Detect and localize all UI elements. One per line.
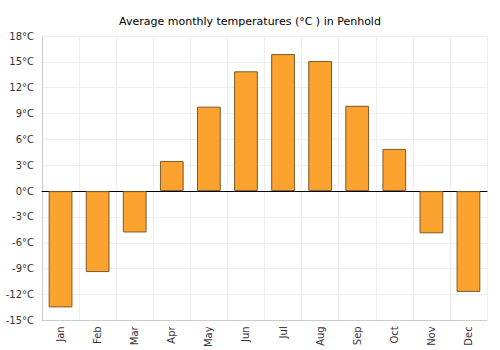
svg-text:12°C: 12°C (9, 82, 34, 93)
svg-text:Aug: Aug (315, 326, 326, 346)
svg-text:Oct: Oct (389, 326, 400, 343)
svg-text:15°C: 15°C (9, 56, 34, 67)
svg-text:-6°C: -6°C (12, 237, 34, 248)
svg-text:Sep: Sep (352, 326, 363, 345)
svg-text:9°C: 9°C (16, 108, 34, 119)
svg-text:Jul: Jul (278, 326, 289, 339)
svg-text:Nov: Nov (426, 326, 437, 346)
svg-text:May: May (203, 326, 214, 347)
svg-text:-12°C: -12°C (6, 289, 34, 300)
svg-text:Apr: Apr (166, 325, 177, 343)
svg-text:Dec: Dec (463, 326, 474, 345)
svg-text:-15°C: -15°C (6, 315, 34, 326)
svg-text:Jan: Jan (55, 326, 66, 342)
svg-text:Average monthly temperatures (: Average monthly temperatures (°C ) in Pe… (119, 15, 381, 28)
svg-text:3°C: 3°C (16, 160, 34, 171)
svg-text:-3°C: -3°C (12, 211, 34, 222)
svg-text:0°C: 0°C (16, 186, 34, 197)
svg-text:Mar: Mar (129, 325, 140, 345)
svg-text:18°C: 18°C (9, 31, 34, 42)
svg-text:6°C: 6°C (16, 134, 34, 145)
svg-text:-9°C: -9°C (12, 263, 34, 274)
svg-text:Jun: Jun (240, 326, 251, 343)
svg-text:Feb: Feb (92, 326, 103, 344)
